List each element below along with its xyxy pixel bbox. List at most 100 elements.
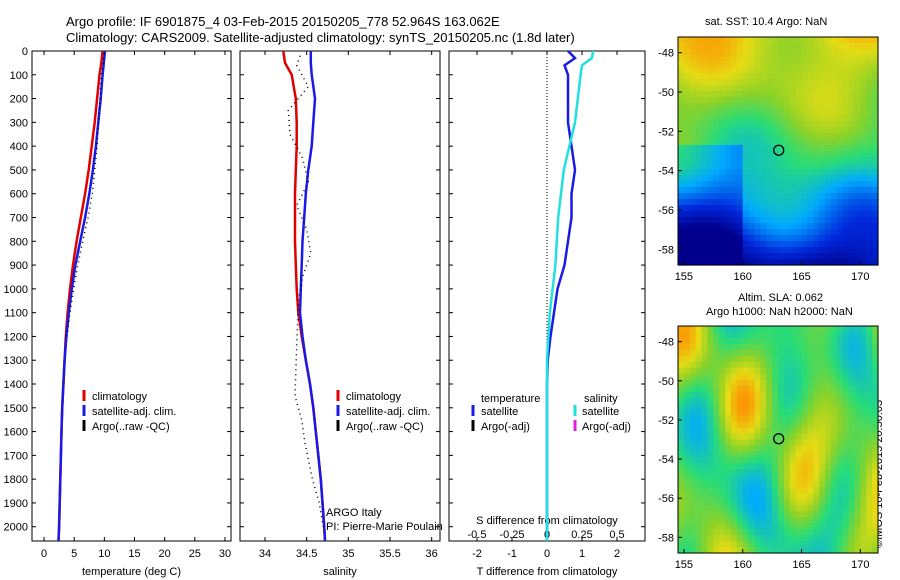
map-cell xyxy=(801,205,808,212)
map-cell xyxy=(854,103,861,110)
map-cell xyxy=(736,355,744,363)
map-cell xyxy=(760,332,767,339)
map-cell xyxy=(754,481,761,488)
map-cell xyxy=(766,415,773,423)
map-cell xyxy=(748,241,756,248)
map-cell xyxy=(795,493,803,500)
map-cell xyxy=(860,487,867,494)
map-cell xyxy=(813,487,820,494)
map-cell xyxy=(854,97,861,104)
map-cell xyxy=(866,241,873,248)
map-cell xyxy=(678,463,685,470)
map-cell xyxy=(872,457,879,464)
map-cell xyxy=(778,463,785,470)
map-cell xyxy=(707,332,714,339)
map-cell xyxy=(725,529,732,536)
map-cell xyxy=(783,55,791,62)
map-cell xyxy=(736,187,744,194)
legend-label: satellite xyxy=(481,406,518,418)
map-cell xyxy=(701,259,708,266)
map-cell xyxy=(748,67,756,74)
map-cell xyxy=(825,505,832,512)
map-cell xyxy=(760,187,767,194)
map-cell xyxy=(860,259,867,266)
map-cell xyxy=(789,469,797,476)
map-cell xyxy=(807,361,814,369)
map-cell xyxy=(713,253,720,260)
map-cell xyxy=(748,55,756,62)
map-cell xyxy=(783,397,791,405)
map-cell xyxy=(819,469,826,476)
map-cell xyxy=(836,337,844,345)
map-cell xyxy=(707,211,714,218)
map-cell xyxy=(683,367,691,375)
map-cell xyxy=(695,187,703,194)
map-cell xyxy=(730,175,738,182)
map-cell xyxy=(825,61,832,68)
map-cell xyxy=(854,121,861,128)
map-cell xyxy=(678,481,685,488)
map-cell xyxy=(848,332,856,339)
map-cell xyxy=(742,457,750,464)
map-cell xyxy=(836,91,844,98)
map-cell xyxy=(795,535,803,542)
map-cell xyxy=(689,133,697,140)
map-cell xyxy=(825,235,832,242)
map-cell xyxy=(848,547,856,554)
map-cell xyxy=(848,433,856,441)
map-cell xyxy=(707,475,714,482)
map-cell xyxy=(807,175,814,182)
map-cell xyxy=(825,217,832,224)
map-cell xyxy=(819,211,826,218)
map-cell xyxy=(719,493,726,500)
map-cell xyxy=(766,409,773,417)
map-cell xyxy=(713,241,720,248)
map-cell xyxy=(783,139,791,146)
map-cell xyxy=(678,505,685,512)
map-cell xyxy=(742,157,750,164)
map-cell xyxy=(730,259,738,266)
map-cell xyxy=(736,511,744,518)
map-cell xyxy=(713,361,720,369)
map-cell xyxy=(848,499,856,506)
map-cell xyxy=(778,103,785,110)
map-cell xyxy=(866,97,873,104)
map-cell xyxy=(813,367,820,375)
map-cell xyxy=(730,332,738,339)
map-cell xyxy=(719,187,726,194)
map-cell xyxy=(678,175,685,182)
map-cell xyxy=(719,385,726,393)
map-cell xyxy=(730,139,738,146)
map-cell xyxy=(754,493,761,500)
map-cell xyxy=(754,37,761,44)
map-cell xyxy=(766,175,773,182)
map-cell xyxy=(760,337,767,345)
map-cell xyxy=(842,517,850,524)
map-cell xyxy=(825,427,832,435)
map-cell xyxy=(689,253,697,260)
map-cell xyxy=(678,259,685,266)
map-cell xyxy=(842,445,850,453)
map-cell xyxy=(742,205,750,212)
map-cell xyxy=(730,367,738,375)
map-cell xyxy=(825,541,832,548)
map-cell xyxy=(713,67,720,74)
map-cell xyxy=(783,535,791,542)
map-cell xyxy=(695,326,703,333)
map-cell xyxy=(683,223,691,230)
map-cell xyxy=(872,109,879,116)
map-cell xyxy=(725,235,732,242)
map-cell xyxy=(695,103,703,110)
map-cell xyxy=(866,493,873,500)
map-cell xyxy=(678,499,685,506)
map-cell xyxy=(719,91,726,98)
map-cell xyxy=(678,469,685,476)
map-cell xyxy=(789,361,797,369)
map-cell xyxy=(683,253,691,260)
map-cell xyxy=(813,199,820,206)
map-ytick-label: -54 xyxy=(658,454,674,466)
map-cell xyxy=(836,535,844,542)
map-cell xyxy=(719,421,726,429)
map-cell xyxy=(689,415,697,423)
map-cell xyxy=(866,421,873,429)
